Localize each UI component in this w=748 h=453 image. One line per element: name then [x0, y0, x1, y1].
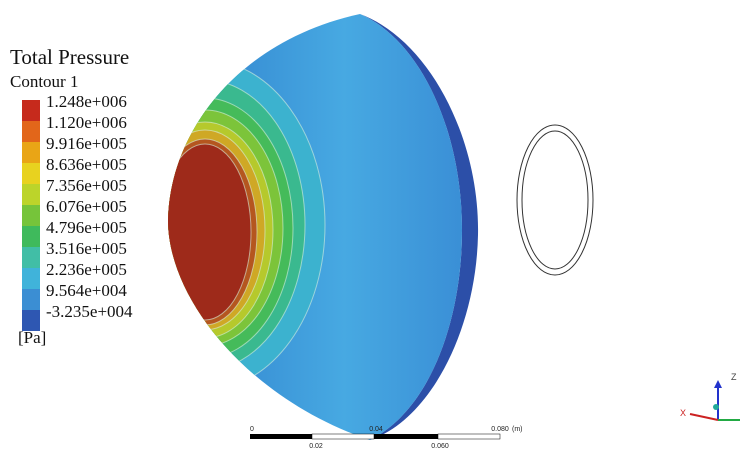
- legend-level: 3.516e+005: [46, 239, 127, 258]
- legend-level: -3.235e+004: [46, 302, 133, 321]
- legend-level: 8.636e+005: [46, 155, 127, 174]
- color-band: [22, 163, 40, 184]
- scale-unit: (m): [512, 426, 523, 433]
- legend-subtitle: Contour 1: [10, 72, 78, 91]
- legend-level: 2.236e+005: [46, 260, 127, 279]
- scale-label: 0: [250, 426, 254, 433]
- color-band: [22, 310, 40, 331]
- legend-level: 9.916e+005: [46, 134, 127, 153]
- legend-level: 1.120e+006: [46, 113, 127, 132]
- legend-level: 9.564e+004: [46, 281, 127, 300]
- color-band: [22, 121, 40, 142]
- color-band: [22, 268, 40, 289]
- color-band: [22, 205, 40, 226]
- legend-level: 4.796e+005: [46, 218, 127, 237]
- color-band: [22, 184, 40, 205]
- scale-label: 0.080: [491, 426, 509, 433]
- dome-render: [85, 14, 478, 440]
- screenshot: Total Pressure Contour 1 [Pa] 1.248e+006…: [0, 0, 748, 453]
- color-band: [22, 100, 40, 121]
- legend-level: 1.248e+006: [46, 92, 127, 111]
- color-band: [22, 142, 40, 163]
- legend-title: Total Pressure: [10, 45, 129, 69]
- color-band: [22, 289, 40, 310]
- scale-label: 0.02: [309, 443, 323, 450]
- axis-label: Z: [731, 372, 737, 382]
- scale-label: 0.060: [431, 443, 449, 450]
- color-band: [22, 226, 40, 247]
- legend-level: 7.356e+005: [46, 176, 127, 195]
- scale-label: 0.04: [369, 426, 383, 433]
- axis-label: X: [680, 408, 686, 418]
- legend-level: 6.076e+005: [46, 197, 127, 216]
- legend: Total Pressure Contour 1 [Pa] 1.248e+006…: [10, 45, 133, 347]
- axis-triad: Z X: [680, 372, 740, 420]
- color-band: [22, 247, 40, 268]
- ring-outline: [517, 125, 593, 275]
